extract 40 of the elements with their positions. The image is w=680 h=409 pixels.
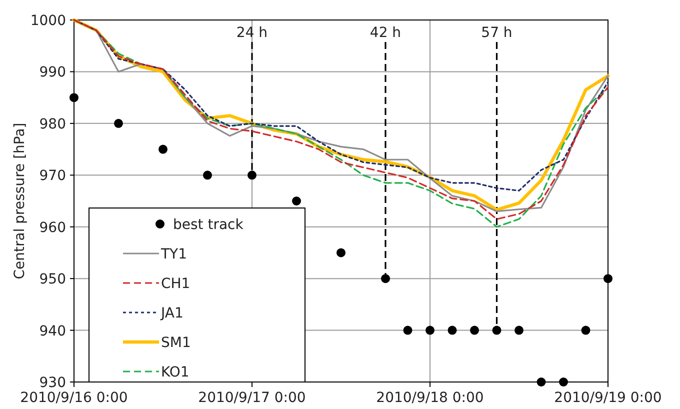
point <box>514 326 524 335</box>
y-tick-label: 980 <box>39 116 66 132</box>
y-tick-label: 940 <box>39 323 66 340</box>
point <box>492 326 502 335</box>
legend-label: best track <box>173 217 244 233</box>
y-tick-label: 930 <box>39 375 66 391</box>
point <box>381 274 390 284</box>
point <box>203 170 212 180</box>
point <box>292 196 301 206</box>
y-tick-label: 990 <box>39 64 66 81</box>
point <box>559 378 568 386</box>
point <box>604 274 612 284</box>
point <box>403 326 412 335</box>
point <box>470 326 479 335</box>
legend-label: KO1 <box>161 364 190 380</box>
legend-label: TY1 <box>160 246 188 262</box>
y-tick-label: 950 <box>39 272 66 288</box>
x-tick-label: 2010/9/18 0:00 <box>376 390 484 406</box>
ref-line-label: 57 h <box>481 25 512 41</box>
y-tick-label: 960 <box>39 220 66 236</box>
legend-label: JA1 <box>160 306 184 322</box>
ref-line-label: 42 h <box>370 25 402 41</box>
point <box>158 144 168 154</box>
ref-line-label: 24 h <box>236 25 268 41</box>
legend-label: CH1 <box>161 276 190 292</box>
point <box>448 326 457 335</box>
y-axis-title: Central pressure [hPa] <box>12 122 28 280</box>
point <box>536 378 546 386</box>
x-tick-label: 2010/9/19 0:00 <box>554 390 662 406</box>
x-tick-label: 2010/9/17 0:00 <box>198 390 306 406</box>
point <box>70 93 78 102</box>
point <box>426 326 434 335</box>
point <box>114 118 123 128</box>
y-tick-label: 970 <box>39 168 66 184</box>
legend-label: SM1 <box>161 335 191 351</box>
point <box>336 248 346 258</box>
y-tick-label: 1000 <box>30 13 66 29</box>
x-tick-label: 2010/9/16 0:00 <box>20 390 128 406</box>
point <box>581 326 590 335</box>
point <box>248 170 256 180</box>
